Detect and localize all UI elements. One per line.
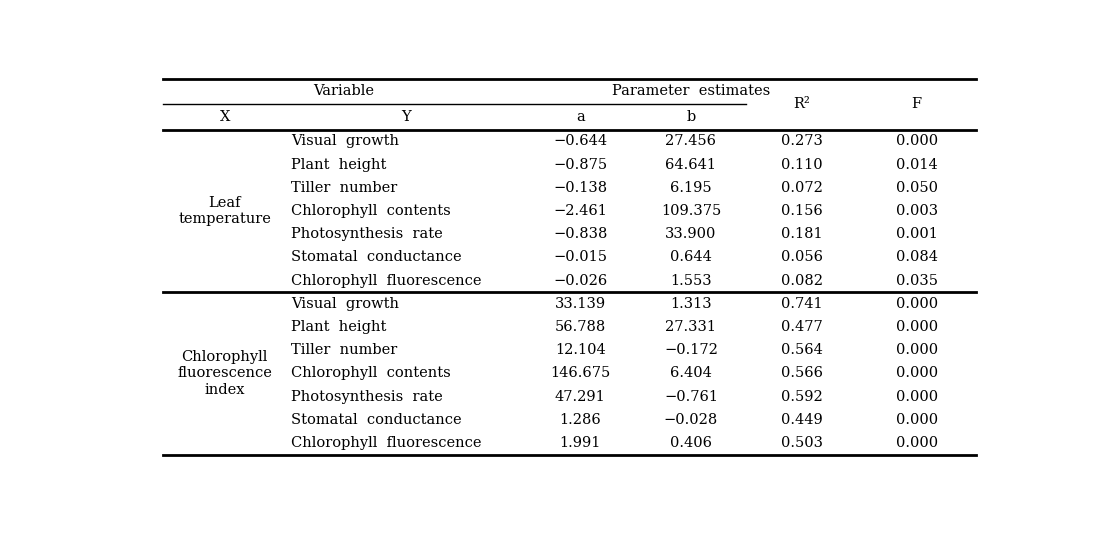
Text: 0.449: 0.449 bbox=[781, 413, 822, 427]
Text: Photosynthesis  rate: Photosynthesis rate bbox=[290, 389, 443, 404]
Text: 64.641: 64.641 bbox=[666, 157, 717, 172]
Text: Photosynthesis  rate: Photosynthesis rate bbox=[290, 227, 443, 241]
Text: 1.286: 1.286 bbox=[559, 413, 601, 427]
Text: Plant  height: Plant height bbox=[290, 157, 386, 172]
Text: 12.104: 12.104 bbox=[555, 343, 606, 357]
Text: 1.991: 1.991 bbox=[559, 436, 601, 450]
Text: Tiller  number: Tiller number bbox=[290, 343, 397, 357]
Text: 0.503: 0.503 bbox=[780, 436, 823, 450]
Text: 56.788: 56.788 bbox=[555, 320, 606, 334]
Text: Chlorophyll  contents: Chlorophyll contents bbox=[290, 366, 451, 380]
Text: 0.000: 0.000 bbox=[896, 297, 937, 311]
Text: Stomatal  conductance: Stomatal conductance bbox=[290, 250, 462, 264]
Text: X: X bbox=[220, 110, 230, 124]
Text: 0.592: 0.592 bbox=[781, 389, 822, 404]
Text: Stomatal  conductance: Stomatal conductance bbox=[290, 413, 462, 427]
Text: 1.313: 1.313 bbox=[670, 297, 712, 311]
Text: 0.741: 0.741 bbox=[781, 297, 822, 311]
Text: Leaf
temperature: Leaf temperature bbox=[178, 196, 271, 226]
Text: Chlorophyll
fluorescence
index: Chlorophyll fluorescence index bbox=[177, 350, 273, 396]
Text: 0.000: 0.000 bbox=[896, 134, 937, 148]
Text: 0.110: 0.110 bbox=[781, 157, 822, 172]
Text: 0.003: 0.003 bbox=[896, 204, 937, 218]
Text: F: F bbox=[912, 97, 922, 111]
Text: Plant  height: Plant height bbox=[290, 320, 386, 334]
Text: −0.838: −0.838 bbox=[553, 227, 608, 241]
Text: 33.139: 33.139 bbox=[555, 297, 606, 311]
Text: 0.406: 0.406 bbox=[670, 436, 712, 450]
Text: 0.564: 0.564 bbox=[780, 343, 823, 357]
Text: 0.477: 0.477 bbox=[781, 320, 822, 334]
Text: b: b bbox=[687, 110, 696, 124]
Text: 0.000: 0.000 bbox=[896, 389, 937, 404]
Text: 0.566: 0.566 bbox=[780, 366, 823, 380]
Text: 47.291: 47.291 bbox=[555, 389, 606, 404]
Text: −0.875: −0.875 bbox=[553, 157, 608, 172]
Text: 1.553: 1.553 bbox=[670, 273, 712, 288]
Text: 27.456: 27.456 bbox=[666, 134, 717, 148]
Text: Y: Y bbox=[401, 110, 411, 124]
Text: 0.050: 0.050 bbox=[896, 181, 937, 195]
Text: 0.156: 0.156 bbox=[781, 204, 822, 218]
Text: Chlorophyll  fluorescence: Chlorophyll fluorescence bbox=[290, 273, 481, 288]
Text: −0.028: −0.028 bbox=[664, 413, 718, 427]
Text: −0.644: −0.644 bbox=[553, 134, 608, 148]
Text: 27.331: 27.331 bbox=[666, 320, 717, 334]
Text: Parameter  estimates: Parameter estimates bbox=[612, 85, 770, 98]
Text: −0.026: −0.026 bbox=[553, 273, 608, 288]
Text: 0.000: 0.000 bbox=[896, 413, 937, 427]
Text: 0.056: 0.056 bbox=[780, 250, 823, 264]
Text: Variable: Variable bbox=[313, 85, 375, 98]
Text: 0.084: 0.084 bbox=[896, 250, 937, 264]
Text: R²: R² bbox=[793, 97, 810, 111]
Text: 0.001: 0.001 bbox=[896, 227, 937, 241]
Text: Chlorophyll  fluorescence: Chlorophyll fluorescence bbox=[290, 436, 481, 450]
Text: −0.761: −0.761 bbox=[664, 389, 718, 404]
Text: −0.172: −0.172 bbox=[664, 343, 718, 357]
Text: 0.014: 0.014 bbox=[896, 157, 937, 172]
Text: 33.900: 33.900 bbox=[665, 227, 717, 241]
Text: 0.000: 0.000 bbox=[896, 366, 937, 380]
Text: Visual  growth: Visual growth bbox=[290, 297, 399, 311]
Text: 0.000: 0.000 bbox=[896, 343, 937, 357]
Text: 0.035: 0.035 bbox=[896, 273, 937, 288]
Text: −2.461: −2.461 bbox=[553, 204, 608, 218]
Text: Chlorophyll  contents: Chlorophyll contents bbox=[290, 204, 451, 218]
Text: −0.138: −0.138 bbox=[553, 181, 608, 195]
Text: 0.072: 0.072 bbox=[780, 181, 823, 195]
Text: Visual  growth: Visual growth bbox=[290, 134, 399, 148]
Text: 0.273: 0.273 bbox=[780, 134, 823, 148]
Text: a: a bbox=[576, 110, 585, 124]
Text: 0.000: 0.000 bbox=[896, 320, 937, 334]
Text: −0.015: −0.015 bbox=[553, 250, 608, 264]
Text: 0.181: 0.181 bbox=[781, 227, 822, 241]
Text: Tiller  number: Tiller number bbox=[290, 181, 397, 195]
Text: 0.082: 0.082 bbox=[780, 273, 823, 288]
Text: 6.195: 6.195 bbox=[670, 181, 712, 195]
Text: 0.644: 0.644 bbox=[670, 250, 712, 264]
Text: 109.375: 109.375 bbox=[660, 204, 721, 218]
Text: 146.675: 146.675 bbox=[551, 366, 610, 380]
Text: 6.404: 6.404 bbox=[670, 366, 712, 380]
Text: 0.000: 0.000 bbox=[896, 436, 937, 450]
